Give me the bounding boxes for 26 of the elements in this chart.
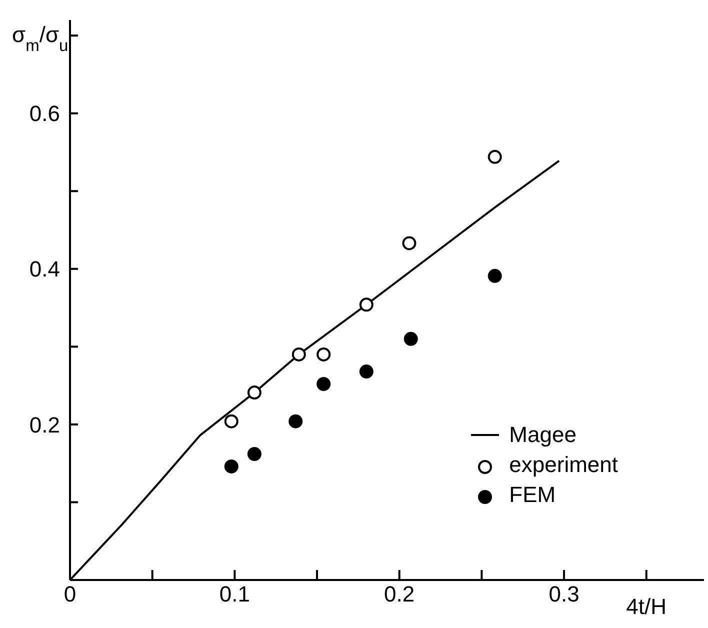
y-tick-label: 0.4 [29, 256, 60, 282]
point [402, 236, 416, 250]
point [359, 298, 374, 312]
point [488, 150, 502, 164]
x-tick-label: 0 [64, 582, 76, 607]
point [404, 332, 418, 346]
x-tick-label: 0.1 [219, 582, 250, 607]
point [247, 447, 262, 461]
legend-label: FEM [509, 482, 556, 508]
point [224, 414, 238, 428]
y-tick-label: 0.6 [29, 101, 60, 126]
point [247, 386, 262, 400]
point [316, 347, 331, 362]
x-axis-title: 4t/H [625, 594, 668, 620]
point [316, 377, 331, 391]
point [224, 459, 238, 474]
x-tick-label: 0.3 [548, 582, 580, 607]
y-axis-title: σ$_{m}$/σ$_{u}$ [12, 22, 68, 55]
x-tick-label: 0.2 [384, 582, 415, 607]
point [488, 268, 502, 283]
point [292, 347, 306, 362]
y-tick-label: 0.2 [29, 412, 60, 438]
legend-label: Magee [509, 422, 576, 448]
point [359, 364, 374, 379]
legend-label: experiment [509, 452, 618, 478]
point [288, 414, 303, 428]
